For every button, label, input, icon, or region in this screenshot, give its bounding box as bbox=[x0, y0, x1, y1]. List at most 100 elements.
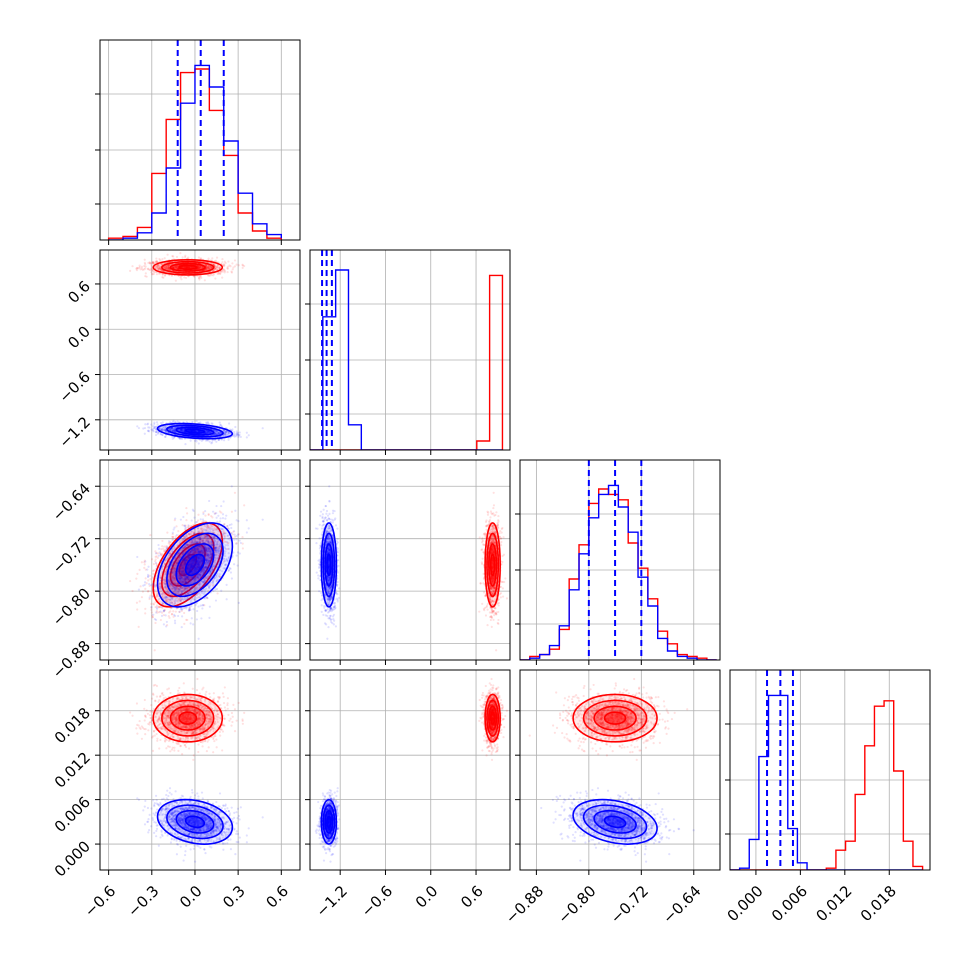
blue-sample-point bbox=[171, 531, 174, 534]
blue-sample-point bbox=[238, 431, 241, 434]
red-sample-point bbox=[160, 269, 163, 272]
blue-sample-point bbox=[159, 554, 162, 557]
red-sample-point bbox=[141, 590, 144, 593]
blue-sample-point bbox=[222, 429, 225, 432]
red-sample-point bbox=[131, 589, 134, 593]
blue-sample-point bbox=[173, 430, 176, 433]
blue-sample-point bbox=[218, 431, 221, 434]
red-sample-point bbox=[157, 265, 161, 268]
red-sample-point bbox=[207, 267, 210, 271]
red-sample-point bbox=[144, 272, 147, 275]
red-sample-point bbox=[196, 265, 199, 268]
red-sample-point bbox=[173, 266, 176, 269]
blue-sample-point bbox=[179, 428, 182, 431]
blue-sample-point bbox=[161, 421, 164, 424]
red-sample-point bbox=[167, 266, 170, 269]
red-sample-point bbox=[214, 264, 217, 267]
blue-sample-point bbox=[153, 574, 156, 578]
red-sample-point bbox=[205, 265, 208, 268]
red-sample-point bbox=[166, 265, 169, 268]
red-sample-point bbox=[204, 514, 207, 517]
red-sample-point bbox=[174, 266, 177, 269]
blue-sample-point bbox=[215, 429, 219, 433]
red-sample-point bbox=[173, 265, 176, 269]
blue-sample-point bbox=[238, 433, 241, 437]
red-sample-point bbox=[205, 264, 208, 267]
red-sample-point bbox=[188, 266, 191, 269]
red-sample-point bbox=[175, 265, 179, 268]
red-sample-point bbox=[155, 265, 158, 268]
red-sample-point bbox=[197, 266, 200, 269]
red-sample-point bbox=[243, 504, 246, 507]
red-sample-point bbox=[216, 265, 219, 268]
blue-sample-point bbox=[211, 439, 214, 442]
red-sample-point bbox=[198, 267, 201, 270]
blue-sample-point bbox=[217, 430, 220, 433]
blue-sample-point bbox=[232, 434, 235, 437]
blue-sample-point bbox=[206, 430, 210, 433]
red-sample-point bbox=[187, 266, 190, 269]
blue-sample-point bbox=[193, 439, 197, 442]
red-sample-point bbox=[218, 510, 222, 513]
blue-sample-point bbox=[227, 438, 230, 441]
blue-sample-point bbox=[137, 426, 141, 430]
red-sample-point bbox=[170, 612, 174, 616]
red-sample-point bbox=[187, 266, 190, 269]
red-sample-point bbox=[190, 266, 193, 269]
red-sample-point bbox=[162, 270, 165, 273]
red-sample-point bbox=[150, 267, 153, 270]
red-sample-point bbox=[136, 608, 139, 611]
red-sample-point bbox=[157, 263, 161, 267]
red-sample-point bbox=[152, 270, 156, 274]
y-tick-label: 0.0 bbox=[64, 323, 94, 353]
red-sample-point bbox=[168, 264, 171, 267]
red-sample-point bbox=[204, 263, 207, 267]
blue-sample-point bbox=[227, 422, 231, 425]
red-sample-point bbox=[167, 267, 170, 271]
red-sample-point bbox=[197, 267, 200, 270]
red-sample-point bbox=[168, 268, 171, 271]
red-sample-point bbox=[143, 264, 146, 268]
blue-sample-point bbox=[214, 599, 218, 602]
blue-sample-point bbox=[148, 426, 151, 429]
red-sample-point bbox=[233, 265, 237, 268]
blue-sample-point bbox=[136, 425, 139, 428]
blue-sample-point bbox=[193, 429, 197, 432]
red-sample-point bbox=[214, 267, 217, 271]
red-sample-point bbox=[140, 265, 144, 268]
blue-sample-point bbox=[210, 431, 213, 434]
red-sample-point bbox=[199, 266, 202, 269]
blue-sample-point bbox=[153, 425, 156, 428]
red-sample-point bbox=[167, 266, 170, 269]
blue-sample-point bbox=[168, 427, 171, 430]
blue-sample-point bbox=[163, 429, 166, 432]
blue-sample-point bbox=[218, 421, 221, 424]
blue-sample-point bbox=[223, 432, 227, 436]
red-sample-point bbox=[200, 266, 203, 269]
blue-sample-point bbox=[169, 429, 172, 432]
red-sample-point bbox=[151, 272, 154, 276]
red-sample-point bbox=[173, 266, 176, 269]
blue-sample-point bbox=[216, 432, 219, 436]
red-sample-point bbox=[153, 649, 156, 652]
red-sample-point bbox=[150, 268, 153, 272]
blue-sample-point bbox=[151, 428, 154, 431]
red-sample-point bbox=[143, 261, 146, 264]
blue-sample-point bbox=[245, 436, 248, 439]
red-sample-point bbox=[221, 276, 224, 279]
blue-sample-point bbox=[173, 430, 177, 433]
red-sample-point bbox=[174, 265, 177, 268]
blue-sample-point bbox=[184, 443, 187, 446]
red-sample-point bbox=[144, 577, 147, 580]
red-sample-point bbox=[207, 265, 210, 269]
red-sample-point bbox=[135, 601, 139, 604]
red-sample-point bbox=[222, 264, 226, 268]
blue-sample-point bbox=[207, 430, 210, 433]
red-sample-point bbox=[145, 275, 148, 278]
red-sample-point bbox=[215, 266, 219, 269]
blue-sample-point bbox=[171, 435, 174, 438]
blue-sample-point bbox=[207, 422, 210, 425]
red-sample-point bbox=[185, 266, 189, 269]
blue-sample-point bbox=[164, 435, 167, 438]
blue-sample-point bbox=[213, 439, 216, 442]
